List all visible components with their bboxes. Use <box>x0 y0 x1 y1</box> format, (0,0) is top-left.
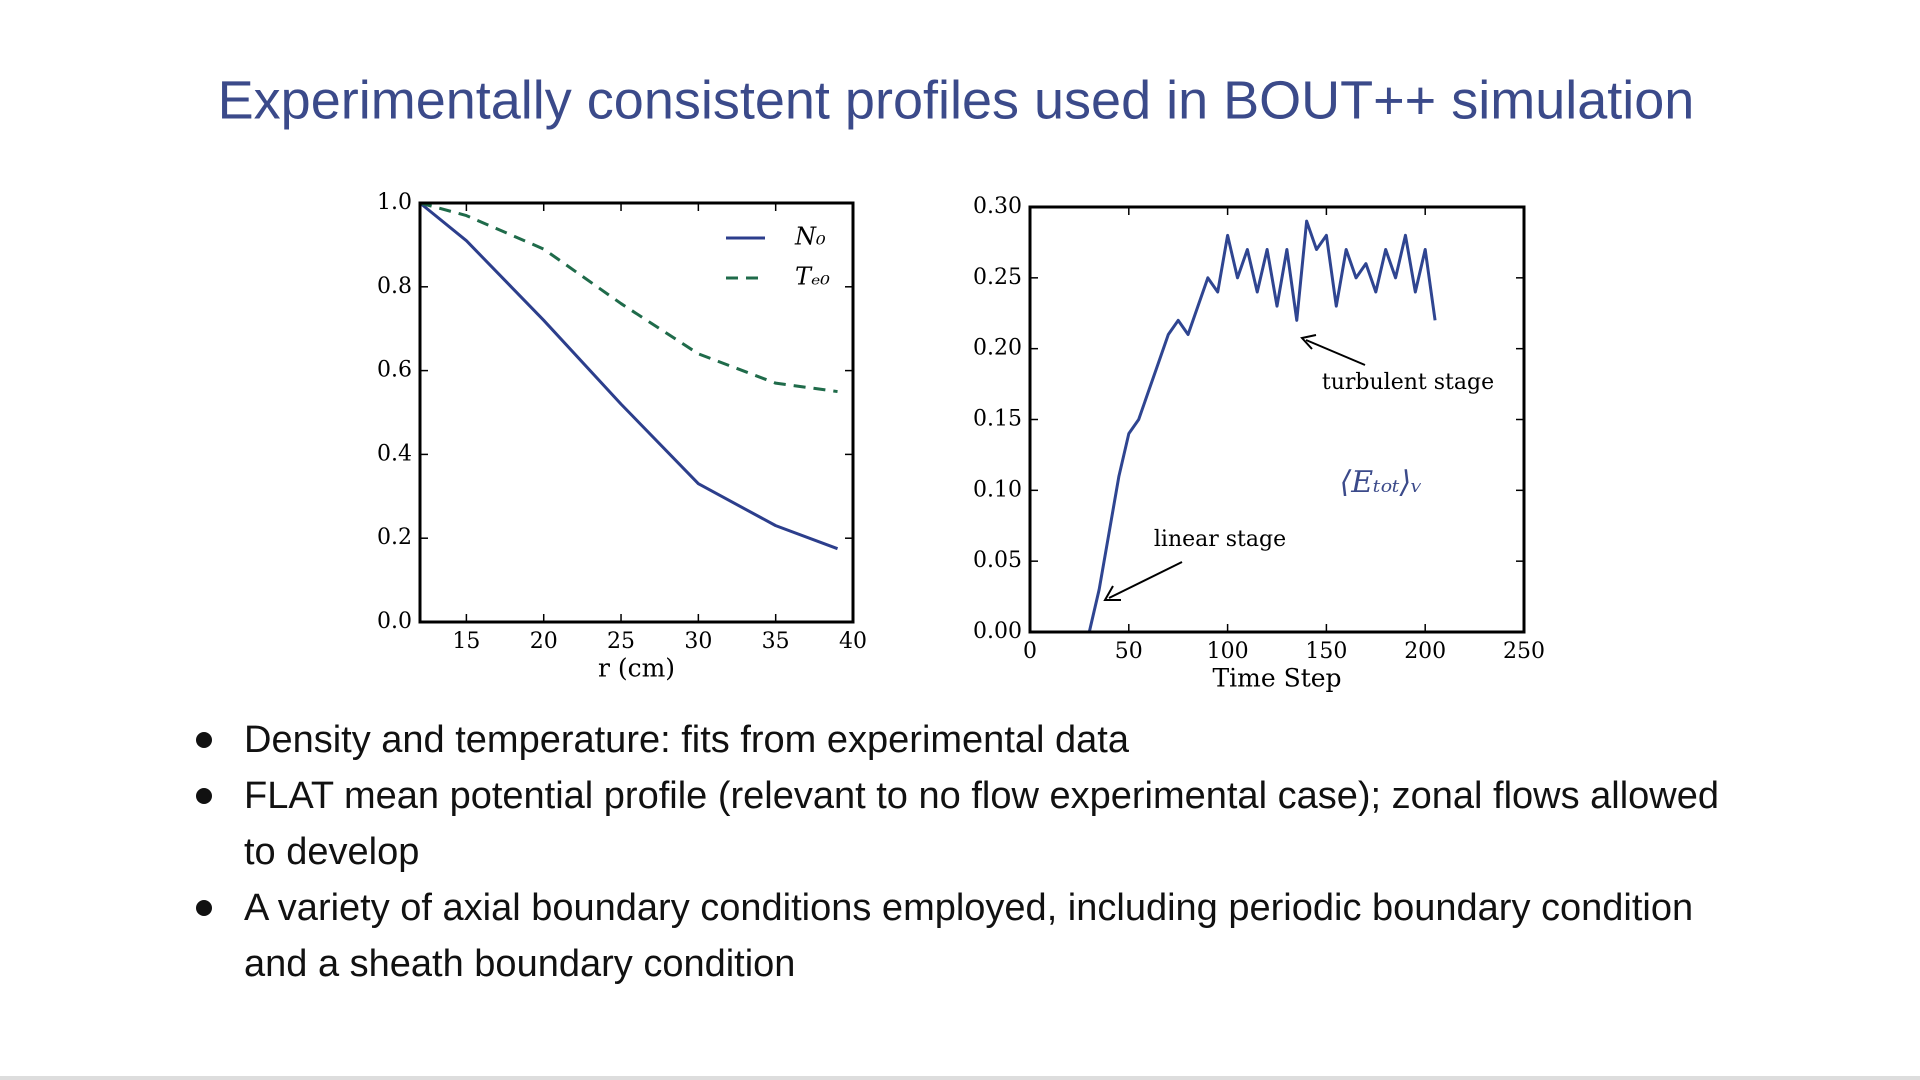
x-tick-label: 20 <box>530 629 558 654</box>
y-tick-label: 0.8 <box>377 274 412 299</box>
bullet: Density and temperature: fits from exper… <box>196 712 1736 768</box>
y-tick-label: 0.0 <box>377 609 412 634</box>
annotation: linear stage <box>1154 527 1286 552</box>
legend-label: Tₑ₀ <box>795 263 830 291</box>
y-tick-label: 0.25 <box>973 265 1022 290</box>
x-tick-label: 250 <box>1503 639 1545 664</box>
x-tick-label: 40 <box>839 629 867 654</box>
series-line <box>419 201 838 394</box>
y-tick-label: 1.0 <box>377 190 412 215</box>
x-tick-label: 150 <box>1305 639 1347 664</box>
plot-frame <box>418 201 855 624</box>
bullet: A variety of axial boundary conditions e… <box>196 880 1736 992</box>
y-tick-label: 0.4 <box>377 441 412 466</box>
bullet: FLAT mean potential profile (relevant to… <box>196 768 1736 880</box>
x-tick-label: 200 <box>1404 639 1446 664</box>
x-axis-label: r (cm) <box>598 654 675 683</box>
y-tick-label: 0.15 <box>973 407 1022 432</box>
y-tick-label: 0.6 <box>377 358 412 383</box>
series-line <box>1087 219 1437 633</box>
y-tick-label: 0.2 <box>377 525 412 550</box>
series-line <box>419 201 839 551</box>
slide-title: Experimentally consistent profiles used … <box>218 70 1695 130</box>
annotation-arrows <box>1103 334 1366 601</box>
annotation: turbulent stage <box>1322 370 1494 395</box>
x-tick-label: 30 <box>684 629 712 654</box>
x-tick-label: 100 <box>1207 639 1249 664</box>
annotation: ⟨Eₜₒₜ⟩ᵥ <box>1340 465 1423 500</box>
bottom-bar <box>0 1076 1920 1080</box>
y-tick-label: 0.05 <box>973 548 1022 573</box>
legend-label: N₀ <box>794 223 826 251</box>
x-tick-label: 50 <box>1115 639 1143 664</box>
y-tick-label: 0.10 <box>973 477 1022 502</box>
x-tick-label: 25 <box>607 629 635 654</box>
y-tick-label: 0.00 <box>973 619 1022 644</box>
y-tick-label: 0.30 <box>973 194 1022 219</box>
bullet-list: Density and temperature: fits from exper… <box>196 712 1736 992</box>
x-tick-label: 35 <box>762 629 790 654</box>
x-tick-label: 15 <box>452 629 480 654</box>
x-axis-label: Time Step <box>1212 664 1341 693</box>
plot-frame <box>1028 205 1526 634</box>
y-tick-label: 0.20 <box>973 336 1022 361</box>
x-tick-label: 0 <box>1023 639 1037 664</box>
